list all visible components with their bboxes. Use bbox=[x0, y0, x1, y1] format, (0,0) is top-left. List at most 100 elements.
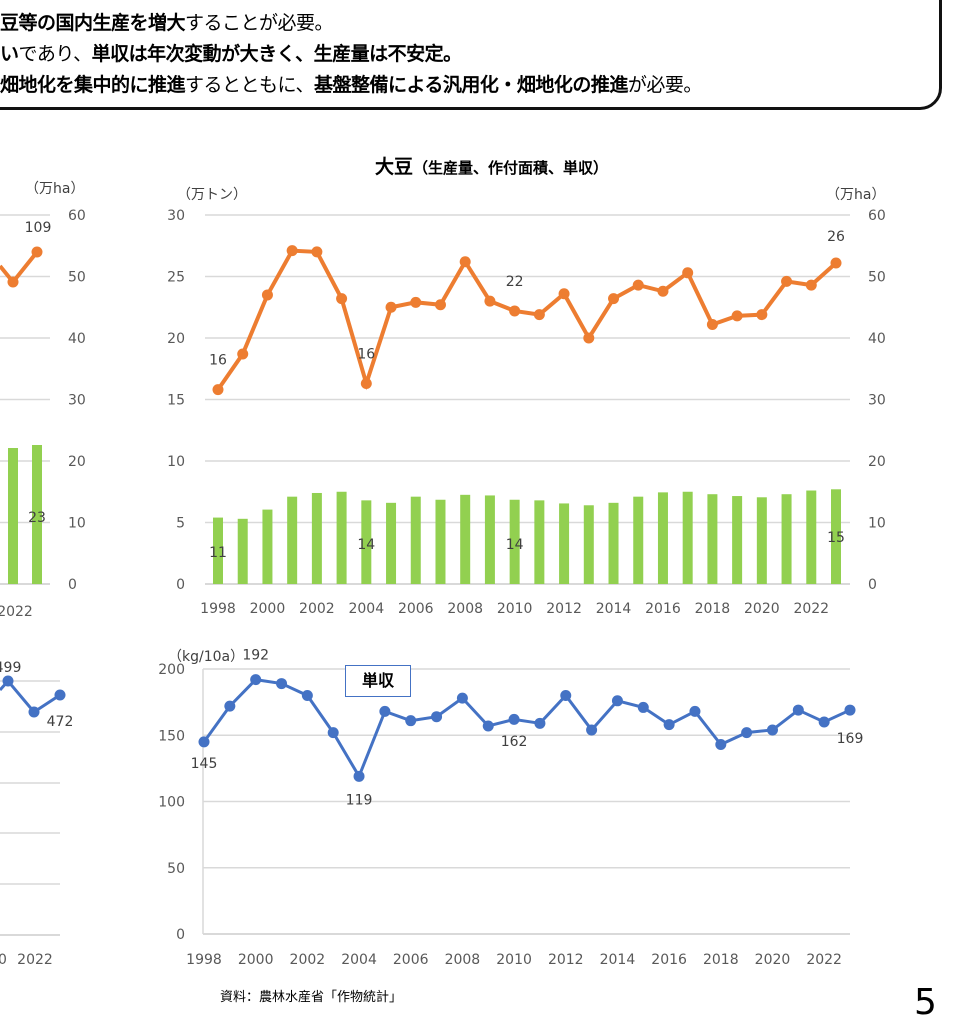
area-bar bbox=[559, 503, 570, 584]
yield-point bbox=[663, 719, 675, 731]
area-bar bbox=[287, 496, 298, 584]
partial-x-tick-label: 0 bbox=[0, 952, 7, 968]
production-point bbox=[781, 275, 793, 287]
area-bar bbox=[386, 502, 397, 584]
left-tick-label: 0 bbox=[176, 577, 185, 593]
production-point bbox=[311, 246, 323, 258]
summary-box bbox=[0, 0, 942, 110]
area-bar bbox=[608, 502, 619, 584]
summary-segment: 単収は年次変動が大きく、生産量は不安定。 bbox=[91, 43, 463, 65]
area-bar bbox=[237, 518, 248, 584]
production-point bbox=[459, 256, 471, 268]
yield-tick-label: 50 bbox=[167, 861, 185, 877]
area-bar bbox=[435, 499, 446, 584]
yield-tick-label: 0 bbox=[176, 927, 185, 943]
area-data-label: 14 bbox=[506, 537, 524, 553]
partial-production-point bbox=[7, 276, 19, 288]
production-point bbox=[805, 279, 817, 291]
partial-right-tick-label: 20 bbox=[68, 454, 86, 470]
chart-subtitle: （生産量、作付面積、単収） bbox=[413, 159, 609, 177]
yield-tick-label: 150 bbox=[158, 728, 185, 744]
production-point bbox=[261, 289, 273, 301]
production-point bbox=[830, 257, 842, 269]
yield-x-tick-label: 2002 bbox=[290, 952, 326, 968]
yield-data-label: 162 bbox=[501, 734, 528, 750]
partial-area-bar bbox=[8, 448, 18, 584]
summary-segment: が必要。 bbox=[627, 74, 703, 96]
yield-point bbox=[534, 717, 546, 729]
production-point bbox=[731, 310, 743, 322]
production-point bbox=[657, 285, 669, 297]
area-data-label: 14 bbox=[357, 537, 375, 553]
x-tick-label: 1998 bbox=[200, 601, 236, 617]
x-tick-label: 2010 bbox=[497, 601, 533, 617]
area-bar bbox=[707, 494, 718, 584]
yield-x-tick-label: 2004 bbox=[341, 952, 377, 968]
yield-x-tick-label: 2020 bbox=[755, 952, 791, 968]
partial-right-axis-unit: （万ha） bbox=[25, 181, 85, 197]
yield-x-tick-label: 2016 bbox=[651, 952, 687, 968]
area-bar bbox=[484, 495, 495, 584]
left-tick-label: 15 bbox=[167, 393, 185, 409]
left-axis-unit: （万トン） bbox=[177, 187, 247, 203]
partial-right-tick-label: 10 bbox=[68, 516, 86, 532]
area-bar bbox=[213, 517, 223, 584]
yield-point bbox=[431, 711, 443, 723]
partial-area-label: 23 bbox=[28, 510, 46, 526]
yield-point bbox=[586, 724, 598, 736]
production-point bbox=[682, 267, 694, 279]
area-data-label: 11 bbox=[209, 545, 227, 561]
yield-x-tick-label: 2022 bbox=[806, 952, 842, 968]
yield-point bbox=[560, 690, 572, 701]
yield-data-label: 169 bbox=[837, 731, 864, 747]
area-bar bbox=[583, 505, 594, 584]
yield-line bbox=[202, 678, 851, 780]
area-bar bbox=[781, 494, 792, 584]
production-line bbox=[216, 248, 838, 391]
right-tick-label: 60 bbox=[868, 208, 886, 224]
production-point bbox=[385, 301, 397, 313]
partial-right-tick-label: 40 bbox=[68, 331, 86, 347]
x-tick-label: 2020 bbox=[744, 601, 780, 617]
production-point bbox=[583, 332, 595, 344]
right-tick-label: 20 bbox=[868, 454, 886, 470]
yield-x-tick-label: 2014 bbox=[600, 952, 636, 968]
partial-yield-label: 472 bbox=[47, 714, 74, 730]
yield-x-tick-label: 2000 bbox=[238, 952, 274, 968]
yield-point bbox=[250, 674, 262, 686]
right-tick-label: 30 bbox=[868, 393, 886, 409]
x-tick-label: 2018 bbox=[695, 601, 731, 617]
yield-tick-label: 100 bbox=[158, 795, 185, 811]
summary-segment: い bbox=[0, 43, 19, 65]
yield-x-tick-label: 2010 bbox=[496, 952, 532, 968]
x-tick-label: 2012 bbox=[546, 601, 582, 617]
yield-chart-label: 単収 bbox=[345, 665, 411, 697]
summary-segment: するとともに、 bbox=[185, 74, 314, 96]
production-point bbox=[410, 296, 422, 308]
area-bar bbox=[756, 497, 767, 584]
right-tick-label: 10 bbox=[868, 516, 886, 532]
summary-line-2: いであり、単収は年次変動が大きく、生産量は不安定。 bbox=[0, 39, 462, 66]
yield-tick-label: 200 bbox=[158, 662, 185, 678]
yield-point bbox=[818, 716, 830, 728]
x-tick-label: 2006 bbox=[398, 601, 434, 617]
production-point bbox=[509, 305, 521, 317]
production-point bbox=[237, 348, 249, 360]
yield-point bbox=[792, 704, 804, 716]
production-point bbox=[756, 309, 768, 321]
production-point bbox=[484, 295, 496, 307]
x-tick-label: 2004 bbox=[348, 601, 384, 617]
x-tick-label: 2022 bbox=[793, 601, 829, 617]
yield-point bbox=[637, 701, 649, 713]
right-tick-label: 40 bbox=[868, 331, 886, 347]
production-point bbox=[336, 293, 348, 305]
area-bar bbox=[311, 492, 322, 584]
yield-x-tick-label: 2006 bbox=[393, 952, 429, 968]
yield-x-tick-label: 2008 bbox=[445, 952, 481, 968]
area-bar bbox=[831, 489, 841, 584]
right-tick-label: 0 bbox=[868, 577, 877, 593]
left-tick-label: 20 bbox=[167, 331, 185, 347]
summary-segment: であり、 bbox=[18, 43, 93, 65]
production-point bbox=[632, 279, 644, 291]
area-bar bbox=[410, 496, 421, 584]
